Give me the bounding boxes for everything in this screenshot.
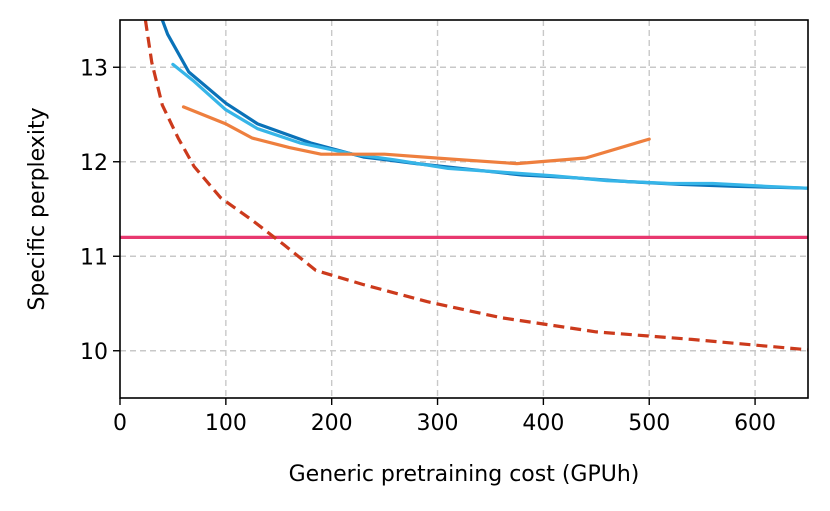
x-tick-label: 300 bbox=[417, 411, 459, 436]
y-axis-label: Specific perplexity bbox=[25, 107, 50, 310]
series-light-blue bbox=[171, 62, 808, 190]
axis-ticks: 0 100 200 300 400 500 600 10 11 12 13 bbox=[80, 56, 776, 436]
x-tick-label: 500 bbox=[628, 411, 670, 436]
series-red-dashed bbox=[143, 20, 808, 352]
x-tick-label: 200 bbox=[311, 411, 353, 436]
y-tick-label: 13 bbox=[80, 56, 108, 81]
x-tick-label: 100 bbox=[205, 411, 247, 436]
y-tick-label: 11 bbox=[80, 245, 108, 270]
plot-frame bbox=[119, 19, 809, 399]
grid bbox=[120, 20, 808, 398]
x-tick-label: 600 bbox=[734, 411, 776, 436]
series-orange bbox=[181, 105, 651, 166]
y-tick-label: 10 bbox=[80, 340, 108, 365]
x-tick-label: 0 bbox=[113, 411, 127, 436]
y-tick-label: 12 bbox=[80, 151, 108, 176]
series-lines bbox=[120, 20, 808, 352]
x-tick-label: 400 bbox=[522, 411, 564, 436]
x-axis-label: Generic pretraining cost (GPUh) bbox=[289, 462, 640, 487]
